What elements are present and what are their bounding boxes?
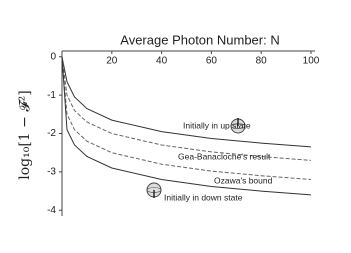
chart-title: Average Photon Number: N <box>120 32 279 47</box>
series-line <box>61 56 312 180</box>
annotation: Gea-Banacloche's result <box>178 151 271 161</box>
x-tick-label: 60 <box>206 56 218 67</box>
y-axis-label: log₁₀[1 − 𝓕²] <box>17 90 33 180</box>
x-tick-label: 100 <box>303 56 320 67</box>
y-tick-label: 0 <box>50 51 56 62</box>
bloch-sphere-up <box>230 118 246 134</box>
series-line <box>61 56 312 148</box>
annotation: Initially in up state <box>183 120 251 130</box>
annotation: Ozawa's bound <box>214 175 273 185</box>
y-tick-label: -1 <box>47 90 56 101</box>
y-tick-label: -3 <box>47 167 56 178</box>
x-tick-label: 40 <box>156 56 168 67</box>
bloch-sphere-down <box>146 182 162 198</box>
series-line <box>61 56 312 161</box>
x-tick-label: 80 <box>256 56 268 67</box>
y-tick-label: -4 <box>47 205 56 216</box>
series-line <box>61 56 312 196</box>
y-tick-label: -2 <box>47 128 56 139</box>
annotation: Initially in down state <box>164 192 243 202</box>
x-tick-label: 20 <box>106 56 118 67</box>
